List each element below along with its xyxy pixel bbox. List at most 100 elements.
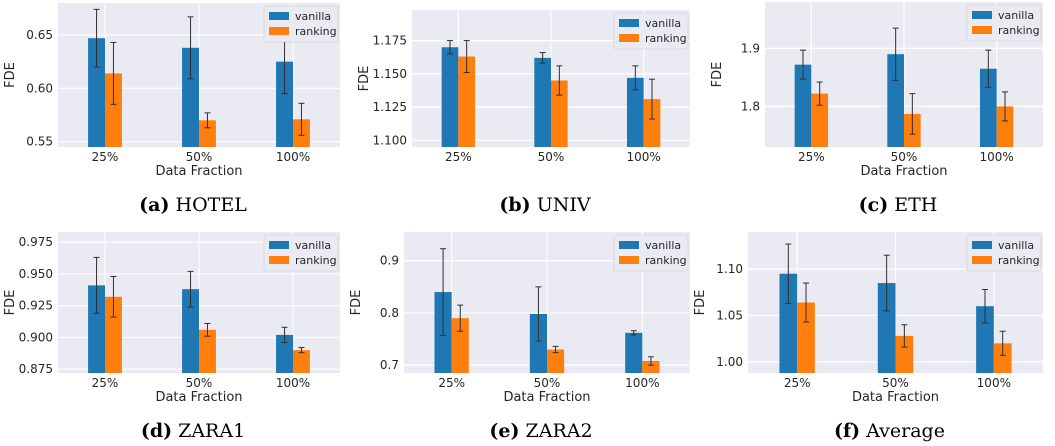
legend-label-ranking: ranking: [998, 24, 1040, 37]
bar-vanilla: [626, 77, 644, 147]
subfigure-caption: (b) UNIV: [499, 194, 590, 216]
caption-letter: (e): [489, 420, 519, 442]
legend-swatch-vanilla: [269, 241, 289, 249]
y-tick-label: 0.875: [19, 362, 53, 376]
legend-label-vanilla: vanilla: [295, 239, 331, 252]
caption-name: ZARA1: [172, 420, 245, 442]
bar-vanilla: [887, 54, 904, 148]
chart-panel-eth: 1.8 1.9 25% 50% 100% Data Fraction FDE vanilla r…: [710, 2, 1043, 216]
bar-vanilla: [625, 332, 643, 373]
subfigure-caption: (f) Average: [834, 420, 945, 442]
y-axis-label: FDE: [710, 62, 725, 88]
bar-vanilla: [88, 38, 105, 148]
x-tick-label: 50%: [882, 376, 909, 390]
y-tick-label: 1.8: [741, 99, 760, 113]
x-tick-label: 50%: [538, 150, 565, 164]
y-axis-label: FDE: [357, 66, 372, 92]
x-tick-label: 25%: [92, 150, 119, 164]
bar-vanilla: [182, 47, 199, 147]
y-tick-label: 0.55: [26, 135, 53, 149]
x-axis-label: Data Fraction: [155, 390, 242, 405]
y-tick-label: 1.10: [716, 262, 743, 276]
y-tick-label: 1.150: [373, 67, 407, 81]
y-axis-label: FDE: [3, 62, 18, 88]
legend-swatch-vanilla: [269, 12, 289, 20]
chart-panel-average: 1.00 1.05 1.10 25% 50% 100% Data Fraction FDE va…: [693, 232, 1043, 442]
bar-vanilla: [979, 68, 997, 147]
bar-ranking: [199, 329, 216, 373]
y-tick-label: 0.9: [380, 254, 399, 268]
y-tick-label: 1.175: [373, 34, 407, 48]
legend-label-vanilla: vanilla: [295, 10, 331, 23]
caption-letter: (f): [834, 420, 860, 442]
y-tick-label: 0.950: [19, 267, 53, 281]
bar-ranking: [993, 343, 1012, 373]
y-tick-label: 1.125: [373, 100, 407, 114]
bar-ranking: [451, 318, 469, 373]
caption-letter: (b): [499, 194, 530, 216]
bar-vanilla: [976, 306, 994, 373]
legend-label-ranking: ranking: [645, 254, 687, 267]
bar-ranking: [811, 93, 829, 147]
legend: vanilla ranking: [613, 12, 689, 50]
bar-vanilla: [534, 57, 551, 147]
bar-ranking: [797, 302, 815, 373]
bar-vanilla: [794, 64, 812, 147]
y-tick-label: 1.05: [716, 308, 743, 322]
subfigure-caption: (a) HOTEL: [139, 194, 247, 216]
bar-ranking: [105, 296, 122, 373]
x-tick-label: 100%: [627, 150, 661, 164]
bar-ranking: [643, 99, 661, 147]
caption-name: UNIV: [531, 194, 591, 216]
y-tick-label: 0.925: [19, 299, 53, 313]
legend-swatch-ranking: [972, 26, 992, 34]
legend-label-ranking: ranking: [998, 254, 1040, 267]
bar-ranking: [895, 335, 914, 373]
bar-vanilla: [276, 61, 293, 147]
chart-panel-hotel: 0.55 0.60 0.65 25% 50% 100% Data Fraction FDE va…: [3, 3, 340, 216]
caption-letter: (a): [139, 194, 169, 216]
y-tick-label: 1.100: [373, 133, 407, 147]
legend: vanilla ranking: [966, 4, 1042, 42]
x-axis-label: Data Fraction: [852, 390, 939, 405]
bar-vanilla: [779, 273, 798, 373]
y-tick-label: 0.60: [26, 81, 53, 95]
legend-swatch-ranking: [972, 256, 992, 264]
legend-swatch-ranking: [269, 256, 289, 264]
caption-name: ZARA2: [520, 420, 593, 442]
x-tick-label: 25%: [798, 150, 825, 164]
x-tick-label: 50%: [186, 376, 213, 390]
bar-ranking: [199, 120, 216, 147]
bar-ranking: [642, 360, 660, 373]
x-tick-label: 25%: [445, 150, 472, 164]
legend-swatch-vanilla: [619, 19, 639, 27]
legend: vanilla ranking: [263, 5, 339, 43]
y-tick-label: 0.7: [380, 358, 399, 372]
y-tick-label: 0.900: [19, 330, 53, 344]
chart-panel-univ: 1.100 1.125 1.150 1.175 25% 50% 100% FDE vanilla…: [357, 10, 690, 216]
caption-name: HOTEL: [169, 194, 247, 216]
legend-label-ranking: ranking: [645, 32, 687, 45]
legend-swatch-vanilla: [972, 241, 992, 249]
legend-swatch-vanilla: [972, 11, 992, 19]
caption-letter: (d): [141, 420, 172, 442]
bar-ranking: [105, 73, 122, 147]
x-tick-label: 100%: [625, 376, 659, 390]
bar-vanilla: [877, 283, 896, 373]
bar-vanilla: [441, 47, 459, 147]
legend-label-ranking: ranking: [295, 254, 337, 267]
caption-name: ETH: [888, 194, 937, 216]
caption-letter: (c): [859, 194, 889, 216]
x-tick-label: 100%: [980, 150, 1014, 164]
legend-label-ranking: ranking: [295, 25, 337, 38]
legend-swatch-ranking: [619, 256, 639, 264]
x-tick-label: 50%: [891, 150, 918, 164]
legend-swatch-vanilla: [619, 241, 639, 249]
x-tick-label: 25%: [438, 376, 465, 390]
legend-swatch-ranking: [269, 27, 289, 35]
x-tick-label: 25%: [92, 376, 119, 390]
y-tick-label: 0.65: [26, 28, 53, 42]
legend: vanilla ranking: [966, 234, 1042, 272]
legend: vanilla ranking: [613, 234, 689, 272]
legend-label-vanilla: vanilla: [998, 239, 1034, 252]
